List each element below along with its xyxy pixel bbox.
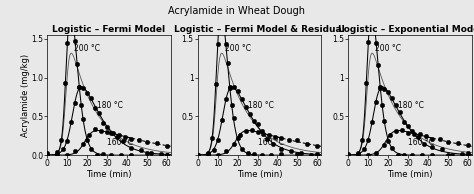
Text: 200 °C: 200 °C [375, 44, 401, 53]
Text: 180 °C: 180 °C [398, 101, 424, 110]
Text: 180 °C: 180 °C [97, 101, 123, 110]
Text: Acrylamide in Wheat Dough: Acrylamide in Wheat Dough [168, 6, 306, 16]
Title: Logistic – Exponential Model: Logistic – Exponential Model [337, 25, 474, 34]
Text: 160 °C: 160 °C [408, 138, 434, 146]
X-axis label: Time (min): Time (min) [237, 170, 282, 179]
Text: 160 °C: 160 °C [257, 138, 283, 146]
Text: 160 °C: 160 °C [107, 138, 133, 146]
Text: 200 °C: 200 °C [225, 44, 251, 53]
Text: 180 °C: 180 °C [247, 101, 273, 110]
X-axis label: Time (min): Time (min) [387, 170, 433, 179]
Title: Logistic – Fermi Model: Logistic – Fermi Model [53, 25, 165, 34]
Y-axis label: Acrylamide (mg/kg): Acrylamide (mg/kg) [21, 54, 30, 137]
Title: Logistic – Fermi Model & Residual: Logistic – Fermi Model & Residual [174, 25, 345, 34]
X-axis label: Time (min): Time (min) [86, 170, 132, 179]
Text: 200 °C: 200 °C [74, 44, 100, 53]
